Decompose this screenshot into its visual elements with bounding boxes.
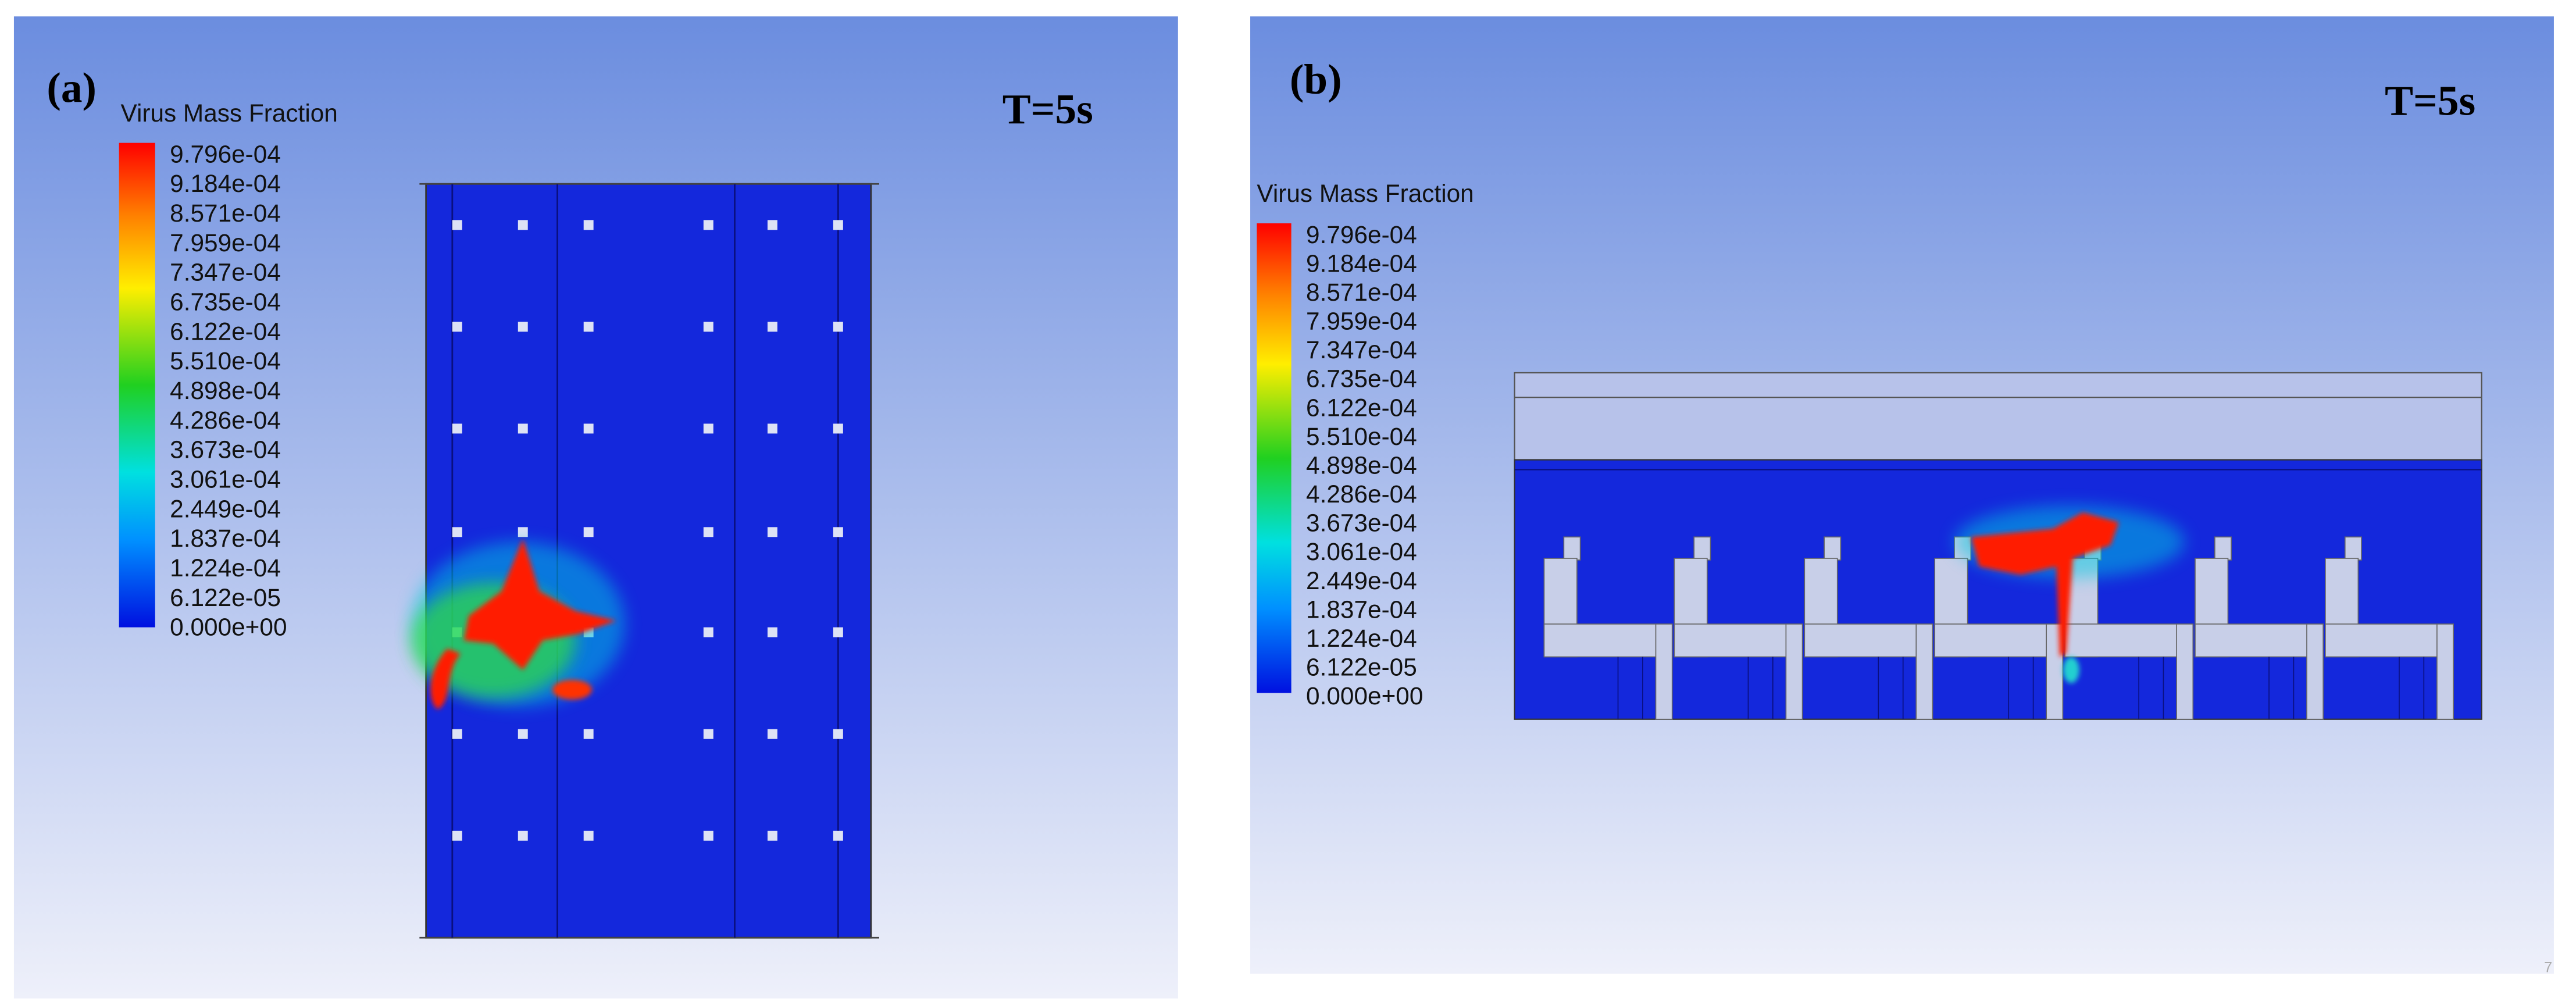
vent (833, 729, 843, 739)
legend-tick-label: 1.837e-04 (1306, 596, 1417, 623)
legend-tick-label: 6.122e-05 (170, 584, 281, 611)
legend-tick-label: 8.571e-04 (1306, 279, 1417, 306)
plume (1954, 505, 2185, 683)
time-label: T=5s (2385, 77, 2475, 124)
vent (518, 322, 528, 332)
vent (833, 627, 843, 637)
vent (833, 527, 843, 537)
colorbar (1257, 223, 1291, 693)
legend-title: Virus Mass Fraction (1257, 180, 1473, 207)
panel-label: (a) (47, 64, 97, 111)
vent (767, 423, 777, 434)
legend-tick-label: 4.898e-04 (170, 377, 281, 404)
vent (518, 220, 528, 230)
vent (767, 831, 777, 841)
legend-tick-label: 6.122e-04 (1306, 394, 1417, 421)
legend-tick-label: 2.449e-04 (170, 495, 281, 522)
legend-tick-label: 3.061e-04 (1306, 538, 1417, 565)
legend-tick-label: 0.000e+00 (170, 614, 287, 641)
vent (703, 322, 713, 332)
vent (767, 627, 777, 637)
vent (452, 729, 462, 739)
legend-tick-label: 6.122e-05 (1306, 654, 1417, 681)
vent (833, 322, 843, 332)
vent (703, 729, 713, 739)
vent (583, 423, 594, 434)
vent (833, 831, 843, 841)
legend-tick-label: 7.959e-04 (170, 229, 281, 256)
legend-tick-label: 9.184e-04 (1306, 250, 1417, 277)
vent (518, 423, 528, 434)
legend-tick-label: 1.224e-04 (170, 554, 281, 582)
legend-title: Virus Mass Fraction (120, 99, 337, 127)
vent (703, 220, 713, 230)
vent (518, 831, 528, 841)
vent (703, 423, 713, 434)
legend-tick-label: 2.449e-04 (1306, 567, 1417, 594)
legend-tick-label: 4.898e-04 (1306, 451, 1417, 479)
domain (411, 183, 879, 939)
legend-tick-label: 9.796e-04 (170, 140, 281, 168)
legend-tick-label: 9.184e-04 (170, 170, 281, 197)
legend-tick-label: 4.286e-04 (170, 407, 281, 434)
legend-tick-label: 3.673e-04 (170, 436, 281, 464)
vent (452, 220, 462, 230)
vent (518, 729, 528, 739)
legend-tick-label: 3.061e-04 (170, 465, 281, 493)
vent (703, 527, 713, 537)
panel-label: (b) (1290, 56, 1342, 103)
vent (518, 527, 528, 537)
legend-tick-label: 1.224e-04 (1306, 625, 1417, 652)
plume (411, 539, 625, 710)
colorbar (119, 142, 155, 628)
legend-tick-label: 9.796e-04 (1306, 221, 1417, 248)
time-label: T=5s (1002, 85, 1093, 133)
vent (833, 423, 843, 434)
panel-a: (a) T=5s Virus Mass Fraction 9.796e-049.… (13, 16, 1178, 999)
legend-tick-label: 1.837e-04 (170, 525, 281, 552)
vent (583, 729, 594, 739)
vent (767, 527, 777, 537)
legend-tick-label: 5.510e-04 (1306, 423, 1417, 450)
page-number: 7 (2544, 960, 2552, 976)
vent (767, 322, 777, 332)
legend-tick-label: 5.510e-04 (170, 347, 281, 375)
domain (1514, 372, 2482, 720)
legend-tick-label: 7.347e-04 (170, 259, 281, 286)
vent (452, 423, 462, 434)
vent (703, 627, 713, 637)
vent (583, 527, 594, 537)
vent (767, 220, 777, 230)
legend-tick-label: 3.673e-04 (1306, 509, 1417, 537)
legend-tick-label: 4.286e-04 (1306, 480, 1417, 508)
vent (452, 322, 462, 332)
vent (833, 220, 843, 230)
vent (452, 831, 462, 841)
vent (583, 220, 594, 230)
vent (583, 322, 594, 332)
vent (703, 831, 713, 841)
vent (767, 729, 777, 739)
vent (452, 527, 462, 537)
legend-tick-label: 0.000e+00 (1306, 682, 1423, 710)
vent (583, 831, 594, 841)
legend-tick-label: 6.735e-04 (1306, 365, 1417, 393)
legend-tick-label: 7.959e-04 (1306, 308, 1417, 335)
legend-tick-label: 6.735e-04 (170, 288, 281, 316)
legend-tick-label: 8.571e-04 (170, 199, 281, 227)
panel-b: (b) T=5s Virus Mass Fraction 7 9.796e-04… (1250, 16, 2554, 976)
legend-tick-label: 6.122e-04 (170, 318, 281, 345)
legend-tick-label: 7.347e-04 (1306, 336, 1417, 363)
